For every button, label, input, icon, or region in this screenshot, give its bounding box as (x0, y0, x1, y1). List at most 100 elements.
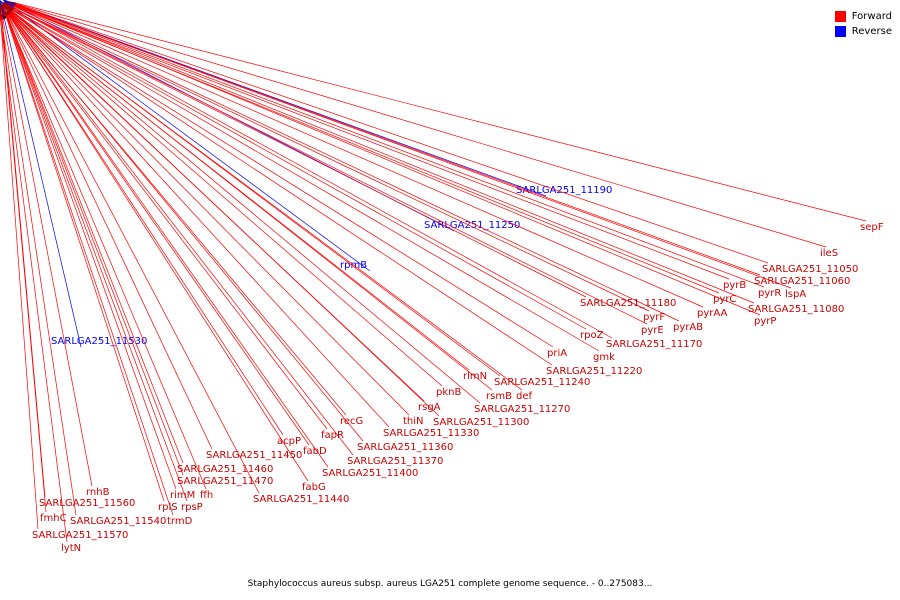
forward-gene-label: SARLGA251_11240 (494, 377, 590, 388)
forward-gene-label: rsmB (486, 391, 512, 402)
forward-callout-line (1, 16, 46, 498)
forward-gene-label: pyrE (641, 325, 664, 336)
forward-gene-label: recG (340, 416, 363, 427)
forward-callout-line (15, 5, 720, 294)
forward-gene-label: trmD (167, 516, 193, 527)
forward-callout-line (5, 15, 165, 502)
forward-gene-label: pyrAB (673, 322, 703, 333)
forward-gene-label: def (516, 391, 533, 402)
forward-callout-line (1, 16, 47, 513)
forward-callout-line (10, 12, 425, 402)
forward-callout-line (6, 15, 177, 490)
forward-gene-label: SARLGA251_11440 (253, 494, 349, 505)
forward-callout-line (14, 6, 704, 308)
forward-callout-line (7, 14, 213, 450)
forward-gene-label: rpsP (181, 502, 203, 513)
forward-callout-line (11, 11, 470, 371)
forward-gene-label: lytN (61, 543, 81, 554)
forward-gene-label: pyrAA (697, 308, 727, 319)
forward-gene-label: rsgA (418, 402, 441, 413)
forward-callout-line (13, 9, 587, 330)
forward-callout-line (9, 13, 347, 416)
forward-gene-label: SARLGA251_11470 (177, 476, 273, 487)
forward-gene-label: rlmN (463, 371, 487, 382)
forward-callout-line (14, 6, 680, 322)
forward-gene-label: sepF (860, 222, 884, 233)
forward-callout-line (10, 12, 410, 416)
reverse-gene-label: rpmB (340, 260, 367, 271)
forward-callout-line (6, 15, 207, 490)
forward-gene-label: priA (547, 348, 567, 359)
forward-callout-line (15, 2, 867, 222)
forward-callout-line (15, 5, 730, 280)
forward-callout-line (6, 15, 184, 464)
forward-callout-line (8, 14, 309, 482)
forward-gene-label: pyrR (758, 288, 781, 299)
reverse-gene-label: SARLGA251_11250 (424, 220, 520, 231)
forward-gene-label: SARLGA251_11300 (433, 417, 529, 428)
forward-callout-line (14, 7, 613, 339)
forward-callout-line (15, 4, 765, 288)
reverse-callout-line (0, 0, 82, 348)
forward-callout-line (5, 15, 174, 516)
forward-callout-line (15, 4, 755, 304)
reverse-swatch (834, 26, 846, 37)
forward-callout-line (8, 13, 329, 468)
forward-callout-line (12, 10, 554, 348)
forward-callout-line (9, 13, 354, 456)
forward-callout-line (10, 12, 390, 428)
sequence-caption: Staphylococcus aureus subsp. aureus LGA2… (247, 579, 653, 589)
forward-gene-label: ileS (820, 248, 838, 259)
forward-gene-label: pyrF (643, 312, 665, 323)
forward-gene-label: SARLGA251_11360 (357, 442, 453, 453)
forward-gene-label: SARLGA251_11050 (762, 264, 858, 275)
forward-callout-line (2, 16, 93, 487)
legend-forward: Forward (834, 9, 892, 24)
forward-callout-line (14, 7, 648, 325)
forward-gene-label: SARLGA251_11080 (748, 304, 844, 315)
forward-callout-line (15, 3, 827, 248)
forward-callout-line (10, 12, 443, 387)
forward-gene-label: pyrP (754, 316, 776, 327)
forward-gene-label: ffh (200, 490, 213, 501)
forward-callout-line (14, 8, 650, 312)
forward-callout-line (15, 4, 761, 276)
forward-gene-label: fabD (303, 446, 327, 457)
forward-callout-line (11, 11, 523, 391)
forward-gene-label: fapR (321, 430, 344, 441)
forward-callout-line (0, 17, 39, 530)
reverse-gene-label: SARLGA251_11190 (516, 185, 612, 196)
forward-callout-line (13, 9, 600, 352)
forward-gene-label: pknB (436, 387, 461, 398)
legend-reverse: Reverse (834, 24, 892, 39)
forward-callout-line (15, 4, 792, 289)
forward-gene-label: SARLGA251_11450 (206, 450, 302, 461)
forward-callout-line (12, 9, 553, 366)
forward-gene-label: rimM (170, 490, 195, 501)
forward-gene-label: SARLGA251_11060 (754, 276, 850, 287)
forward-callout-line (6, 15, 188, 502)
forward-swatch (834, 11, 846, 22)
forward-gene-label: fmhC (40, 513, 67, 524)
forward-gene-label: rpoZ (580, 330, 604, 341)
forward-callout-line (15, 3, 769, 264)
forward-gene-label: rnhB (86, 487, 110, 498)
forward-callout-line (8, 13, 328, 430)
forward-gene-label: SARLGA251_11570 (32, 530, 128, 541)
forward-gene-label: SARLGA251_11170 (606, 339, 702, 350)
forward-gene-label: SARLGA251_11400 (322, 468, 418, 479)
forward-gene-label: pyrB (723, 280, 746, 291)
forward-callout-line (8, 14, 284, 436)
forward-gene-label: lspA (785, 289, 806, 300)
forward-gene-label: pyrC (713, 294, 736, 305)
legend-forward-label: Forward (851, 11, 892, 22)
forward-gene-label: thiN (403, 416, 424, 427)
forward-gene-label: SARLGA251_11180 (580, 298, 676, 309)
forward-callout-line (8, 14, 310, 446)
forward-callout-line (11, 11, 481, 404)
forward-gene-label: SARLGA251_11460 (177, 464, 273, 475)
forward-callout-line (0, 16, 77, 516)
gene-callouts: SARLGA251_11190 SARLGA251_11250 rpmB SARLGA… (0, 0, 884, 554)
legend-reverse-label: Reverse (851, 26, 892, 37)
